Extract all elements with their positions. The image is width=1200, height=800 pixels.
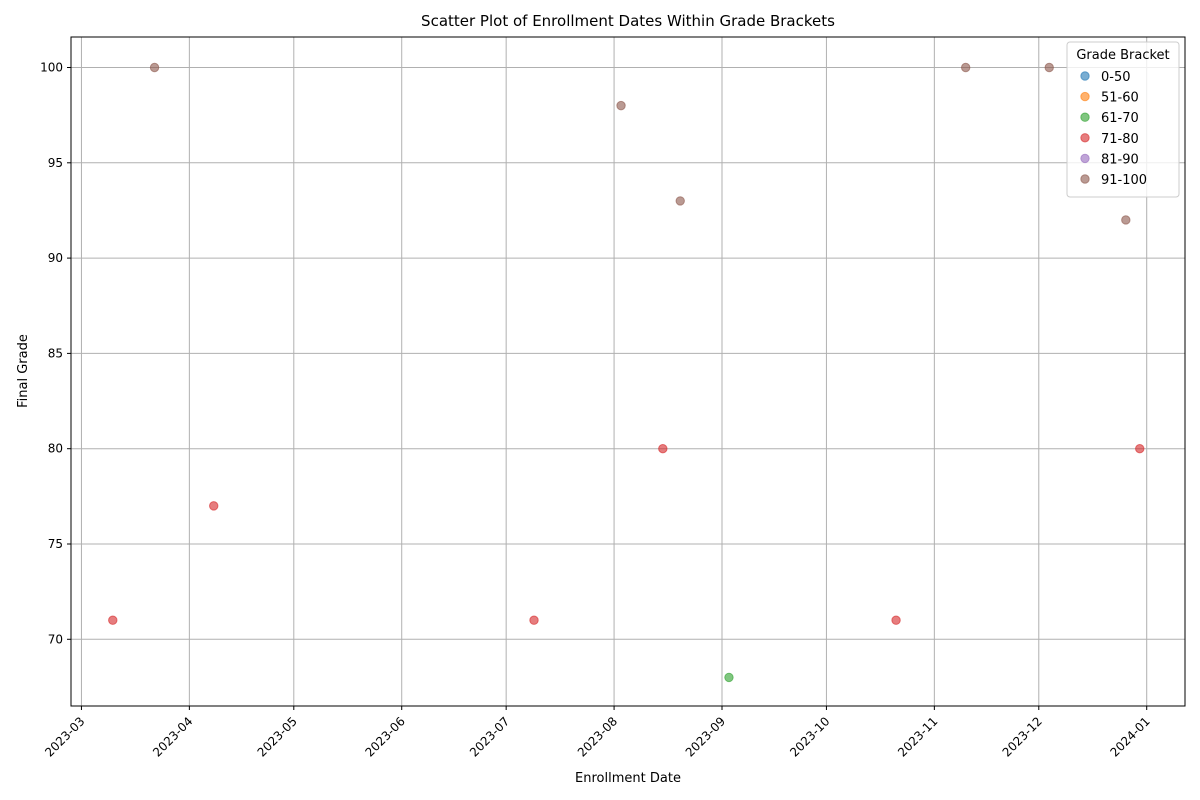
data-point: [1044, 62, 1054, 73]
x-tick-label: 2023-07: [467, 714, 512, 759]
data-point: [960, 62, 971, 73]
legend-marker: [1080, 133, 1090, 143]
x-tick-label: 2023-08: [575, 714, 620, 759]
legend-label: 81-90: [1101, 152, 1139, 167]
data-point: [529, 615, 539, 625]
legend-label: 71-80: [1101, 132, 1139, 147]
legend-entries: 0-50 51-60 61-70 71-80 81-90 91-100: [1080, 70, 1147, 188]
x-tick-label: 2023-10: [787, 714, 832, 759]
y-tick-label: 90: [48, 251, 63, 265]
x-tick-label: 2023-06: [362, 714, 407, 759]
x-tick-label: 2023-04: [150, 714, 195, 759]
data-point: [658, 443, 668, 454]
legend-marker: [1080, 112, 1090, 122]
grid-lines: [71, 37, 1185, 706]
legend-marker: [1080, 91, 1090, 102]
x-tick-label: 2023-03: [42, 714, 87, 759]
y-tick-label: 100: [40, 60, 63, 74]
legend-label: 91-100: [1101, 173, 1147, 188]
y-tick-label: 70: [48, 632, 63, 646]
data-point: [149, 62, 160, 73]
data-point: [891, 615, 901, 625]
y-axis-label: Final Grade: [16, 334, 31, 408]
data-point: [209, 501, 219, 511]
legend-box: [1066, 41, 1180, 198]
x-tick-label: 2023-05: [255, 714, 300, 759]
y-tick-label: 75: [48, 537, 63, 551]
legend-marker: [1080, 71, 1090, 81]
legend-label: 61-70: [1101, 111, 1139, 126]
y-tick-label: 85: [48, 346, 63, 360]
y-tick-label: 80: [48, 442, 63, 456]
legend-marker: [1080, 153, 1090, 164]
legend-title: Grade Bracket: [1076, 48, 1169, 63]
data-point: [1135, 443, 1145, 454]
x-tick-label: 2023-09: [683, 714, 728, 759]
x-tick-label: 2023-12: [1000, 714, 1045, 759]
legend-marker: [1080, 174, 1090, 184]
chart-title: Scatter Plot of Enrollment Dates Within …: [421, 12, 835, 30]
data-points: [108, 62, 1145, 683]
y-tick-label: 95: [48, 156, 63, 170]
data-point: [616, 100, 626, 111]
data-point: [724, 672, 734, 683]
data-point: [108, 615, 118, 625]
x-tick-label: 2023-11: [895, 714, 940, 759]
axis-ticks: 2023-03 2023-04 2023-05 2023-06 2023-07 2023-…: [40, 60, 1153, 759]
x-axis-label: Enrollment Date: [575, 771, 681, 786]
legend-label: 51-60: [1101, 91, 1139, 106]
plot-area-frame: [70, 36, 1186, 707]
legend-label: 0-50: [1101, 70, 1131, 85]
data-point: [675, 196, 685, 206]
data-point: [1121, 215, 1131, 225]
x-tick-label: 2024-01: [1107, 714, 1152, 759]
legend: Grade Bracket 0-50 51-60 61-70 71-80 81-90 91…: [1066, 41, 1180, 198]
